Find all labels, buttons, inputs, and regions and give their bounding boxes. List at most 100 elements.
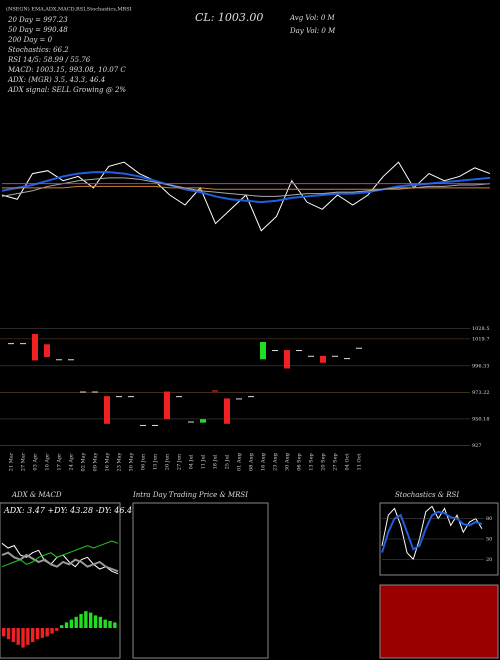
- candle: [260, 341, 266, 360]
- x-tick-label: 17 Apr: [57, 453, 63, 471]
- x-tick-label: 20 Sep: [321, 453, 327, 471]
- x-tick-label: 02 May: [81, 452, 87, 471]
- x-tick-label: 06 Jun: [141, 453, 147, 470]
- macd-bar: [79, 614, 83, 628]
- y-tick-label: 20: [486, 557, 492, 563]
- panel-frame: [0, 502, 121, 659]
- legend-item: ADX: (MGR) 3.5, 43.3, 46.4: [7, 76, 105, 84]
- y-tick-label: 927: [472, 443, 482, 449]
- panel-title: ADX & MACD: [11, 491, 62, 499]
- macd-bar: [89, 612, 93, 628]
- x-tick-label: 01 Aug: [237, 452, 243, 471]
- macd-bar: [40, 628, 45, 638]
- x-tick-label: 04 Jul: [189, 454, 195, 469]
- y-tick-label: 50: [486, 537, 492, 543]
- candle: [356, 347, 362, 349]
- candle: [68, 359, 74, 361]
- x-tick-label: 30 Aug: [285, 452, 291, 471]
- x-tick-label: 11 Jul: [201, 454, 207, 469]
- x-tick-label: 18 Jul: [213, 454, 219, 469]
- candle: [152, 424, 158, 426]
- candle: [224, 398, 230, 424]
- x-tick-label: 13 Sep: [309, 453, 315, 471]
- x-tick-label: 16 Aug: [261, 452, 267, 471]
- x-tick-label: 20 Jun: [165, 453, 171, 470]
- macd-bar: [21, 628, 25, 648]
- candle: [44, 344, 50, 357]
- candle: [56, 359, 62, 361]
- x-tick-label: 09 May: [93, 452, 99, 471]
- macd-bar: [84, 611, 88, 628]
- candle: [284, 350, 290, 369]
- candle: [164, 391, 170, 420]
- x-tick-label: 23 Aug: [273, 452, 279, 471]
- x-tick-label: 13 Jun: [153, 453, 159, 470]
- candle: [20, 343, 26, 345]
- x-tick-label: 27 Mar: [21, 452, 27, 471]
- x-tick-label: 11 Oct: [357, 454, 363, 471]
- x-tick-label: 30 May: [129, 452, 135, 471]
- x-tick-label: 04 Oct: [345, 454, 351, 471]
- panel-frame: [132, 502, 269, 659]
- x-tick-label: 27 Sep: [333, 453, 339, 471]
- candle: [200, 419, 206, 423]
- x-tick-label: 03 Apr: [33, 453, 39, 471]
- macd-bar: [45, 628, 49, 637]
- x-tick-label: 24 Apr: [69, 453, 75, 471]
- candle: [128, 396, 134, 398]
- candle: [8, 343, 14, 345]
- candle: [344, 358, 350, 360]
- x-tick-label: 06 Sep: [297, 453, 303, 471]
- macd-bar: [113, 622, 117, 628]
- macd-bar: [6, 628, 11, 640]
- adx-text: ADX: 3.47 +DY: 43.28 -DY: 46.4: [3, 506, 132, 515]
- legend-item: ADX signal: SELL Growing @ 2%: [7, 86, 126, 94]
- candle: [308, 355, 314, 357]
- macd-bar: [11, 628, 16, 642]
- x-tick-label: 10 Apr: [45, 453, 51, 471]
- macd-bar: [98, 616, 103, 628]
- line: [381, 505, 483, 561]
- close-price: CL: 1003.00: [195, 11, 263, 24]
- x-tick-label: 25 Jul: [225, 454, 231, 469]
- legend-item: 20 Day = 997.23: [7, 16, 68, 24]
- candle: [80, 391, 86, 393]
- macd-bar: [35, 628, 40, 640]
- macd-bar: [93, 615, 98, 628]
- macd-bar: [74, 616, 78, 628]
- macd-bar: [2, 628, 6, 637]
- macd-bar: [26, 628, 30, 645]
- legend-item: 50 Day = 990.48: [8, 26, 68, 34]
- y-tick-label: 973.22: [472, 390, 490, 396]
- candle: [32, 333, 38, 361]
- x-tick-label: 08 Aug: [249, 452, 255, 471]
- panel-title: Intra Day Trading Price & MRSI: [132, 491, 248, 499]
- line: [1, 540, 119, 568]
- line: [1, 551, 119, 573]
- header-top: (NSEGN) EMA,ADX,MACD,RSI,Stochastics,MRS…: [6, 6, 132, 13]
- line: [381, 510, 483, 553]
- candle: [248, 396, 254, 398]
- candle: [116, 396, 122, 398]
- line: [1, 161, 491, 232]
- y-tick-label: 1028.5: [472, 326, 490, 332]
- line: [2, 185, 490, 190]
- candle: [296, 350, 302, 352]
- candle: [188, 421, 194, 423]
- y-tick-label: 1019.7: [472, 336, 490, 342]
- panel-title: Stochastics & RSI: [395, 491, 459, 499]
- legend-item: RSI 14/5: 58.99 / 55.76: [7, 56, 91, 64]
- macd-bar: [103, 619, 107, 628]
- macd-bar: [108, 621, 112, 628]
- candle: [320, 355, 326, 363]
- candle: [140, 424, 146, 426]
- day-vol: Day Vol: 0 M: [289, 27, 336, 35]
- macd-bar: [50, 628, 54, 634]
- macd-bar: [31, 628, 35, 642]
- y-tick-label: 996.33: [472, 363, 490, 369]
- legend-item: MACD: 1003.15, 993.08, 10.07 C: [7, 66, 126, 74]
- macd-bar: [16, 628, 20, 645]
- macd-bar: [60, 625, 64, 628]
